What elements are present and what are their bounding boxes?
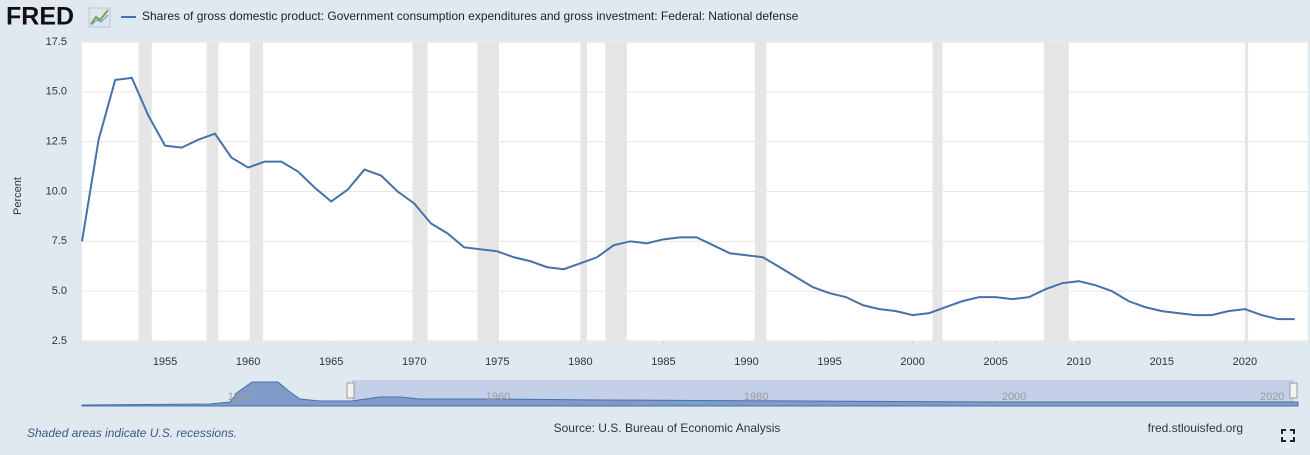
x-tick-label: 2005 [983,356,1007,368]
x-tick-label: 1965 [319,356,343,368]
y-tick-label: 2.5 [52,335,67,347]
x-tick-label: 2010 [1067,356,1091,368]
series-line [81,76,1295,321]
y-tick-label: 10.0 [46,185,67,197]
y-tick-label: 12.5 [46,136,67,148]
x-tick-label: 1955 [153,356,177,368]
navigator-tick-label: 1980 [744,391,768,403]
logo: FRED [6,3,74,31]
logo-icon [88,7,111,28]
navigator-tick-label: 1940 [228,391,252,403]
navigator-tick-label: 2000 [1002,391,1026,403]
legend-label: Shares of gross domestic product: Govern… [142,9,799,23]
y-axis-label: Percent [12,177,24,215]
x-tick-label: 1980 [568,356,592,368]
x-tick-label: 1975 [485,356,509,368]
site-link[interactable]: fred.stlouisfed.org [1148,421,1243,435]
y-tick-label: 5.0 [52,285,67,297]
x-tick-label: 1995 [817,356,841,368]
navigator-tick-label: 1960 [486,391,510,403]
navigator [81,380,1299,407]
navigator-tick-label: 2020 [1260,391,1284,403]
fullscreen-button[interactable] [1281,429,1295,442]
x-tick-label: 1970 [402,356,426,368]
x-tick-label: 1985 [651,356,675,368]
footnote: Shaded areas indicate U.S. recessions. [27,426,237,440]
y-tick-label: 17.5 [46,36,67,48]
source: Source: U.S. Bureau of Economic Analysis [554,421,781,435]
x-tick-label: 1960 [236,356,260,368]
x-tick-label: 2015 [1150,356,1174,368]
y-tick-label: 15.0 [46,86,67,98]
x-tick-label: 2000 [900,356,924,368]
x-tick-label: 2020 [1233,356,1257,368]
y-tick-label: 7.5 [52,235,67,247]
x-tick-label: 1990 [734,356,758,368]
